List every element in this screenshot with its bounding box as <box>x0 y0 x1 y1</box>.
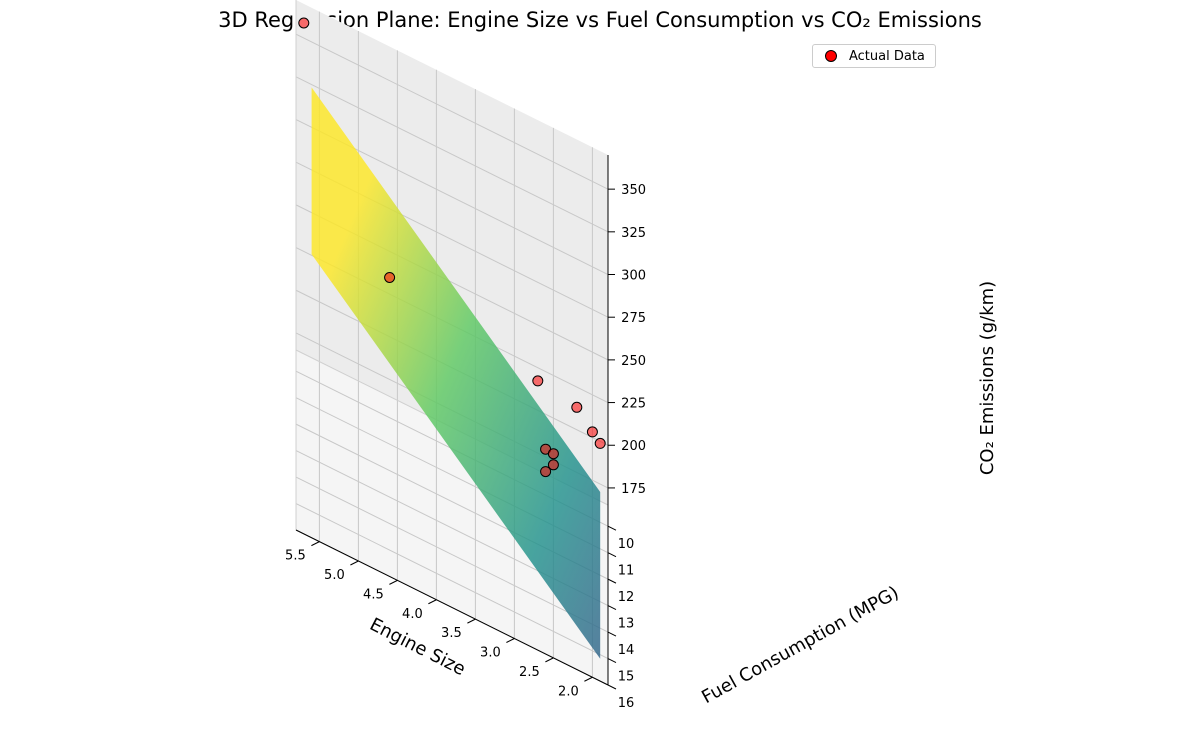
regression-plane <box>311 87 601 659</box>
y-tick-label: 16 <box>618 696 635 711</box>
x-tick <box>389 579 398 585</box>
x-tick-label: 4.5 <box>363 587 384 602</box>
data-point <box>532 375 544 387</box>
y-tick <box>607 525 617 531</box>
axis-panes <box>296 0 608 685</box>
y-tick-label: 11 <box>618 564 635 579</box>
x-tick <box>350 560 359 566</box>
y-tick-label: 12 <box>618 590 635 605</box>
x-tick-label: 5.0 <box>324 568 345 583</box>
x-tick <box>467 618 476 624</box>
z-tick-label: 225 <box>621 397 646 412</box>
x-axis-label: Engine Size <box>366 614 469 680</box>
data-point <box>547 448 559 460</box>
data-point <box>571 401 583 413</box>
y-tick <box>607 684 617 690</box>
y-tick-label: 10 <box>618 537 635 552</box>
x-tick <box>545 657 554 663</box>
floor-pane <box>296 350 608 685</box>
x-tick-label: 3.5 <box>441 626 462 641</box>
y-tick <box>607 552 617 558</box>
z-tick-label: 175 <box>621 482 646 497</box>
y-tick-label: 14 <box>618 643 635 658</box>
y-tick <box>607 578 617 584</box>
x-tick <box>311 541 320 547</box>
legend: Actual Data <box>812 44 936 68</box>
y-tick-label: 15 <box>618 670 635 685</box>
z-tick-label: 275 <box>621 311 646 326</box>
z-tick-label: 250 <box>621 354 646 369</box>
grid-line-z <box>295 76 609 233</box>
data-point <box>586 426 598 438</box>
x-tick-label: 4.0 <box>402 607 423 622</box>
x-tick <box>506 638 515 643</box>
z-tick-label: 200 <box>621 439 646 454</box>
y-tick <box>607 631 617 637</box>
y-tick <box>607 658 617 663</box>
z-axis-label: CO₂ Emissions (g/km) <box>977 281 998 475</box>
z-tick-label: 350 <box>621 183 646 198</box>
data-point <box>384 272 396 283</box>
x-tick <box>428 599 437 605</box>
data-point <box>594 437 606 449</box>
grid-line-y <box>295 476 609 633</box>
legend-marker-icon <box>825 50 837 62</box>
z-tick-label: 300 <box>621 269 646 284</box>
back-pane-right <box>296 0 608 505</box>
x-tick-label: 5.5 <box>285 549 306 564</box>
x-tick <box>584 676 593 682</box>
data-points <box>298 17 606 478</box>
x-tick-label: 3.0 <box>480 646 501 661</box>
grid-line-y <box>295 503 609 659</box>
regression-plane-surface <box>311 87 601 659</box>
data-point <box>540 466 552 478</box>
z-tick-label: 325 <box>621 226 646 241</box>
x-tick-label: 2.5 <box>519 665 540 680</box>
legend-label: Actual Data <box>849 48 925 64</box>
data-point <box>298 17 310 29</box>
x-tick-label: 2.0 <box>558 684 579 699</box>
y-tick <box>607 605 617 611</box>
y-tick-label: 13 <box>618 617 635 632</box>
y-axis-label: Fuel Consumption (MPG) <box>698 582 902 708</box>
grid-line-z <box>295 33 609 190</box>
data-point <box>547 459 559 471</box>
x-axis-line <box>295 529 609 686</box>
